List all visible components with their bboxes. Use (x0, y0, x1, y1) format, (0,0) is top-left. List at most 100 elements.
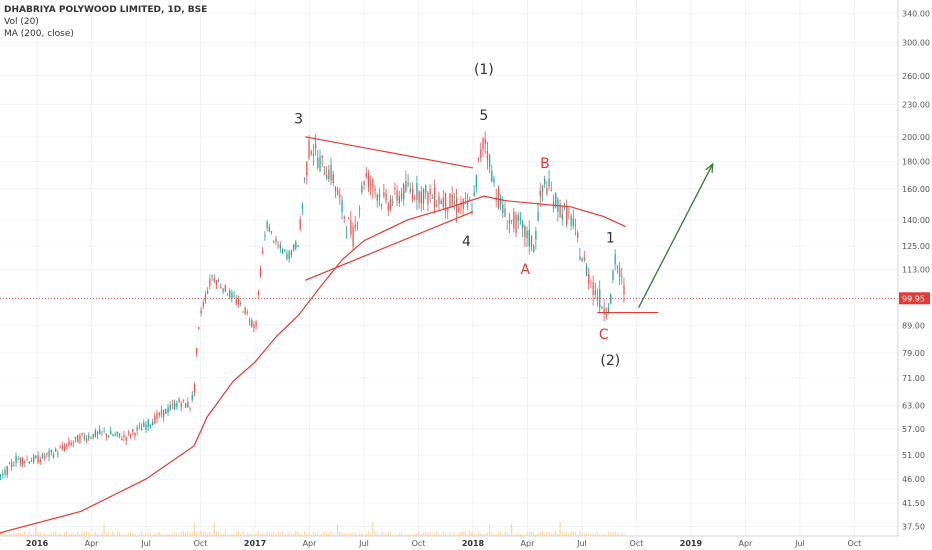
volume-bar (407, 534, 409, 536)
volume-bar (286, 534, 288, 536)
candle-body (81, 433, 83, 435)
volume-bar (314, 532, 317, 536)
candle-body (123, 434, 125, 438)
volume-bar (484, 533, 486, 536)
grid (0, 0, 898, 536)
volume-bar (546, 532, 548, 536)
volume-bar (601, 534, 603, 536)
volume-bar (209, 531, 211, 536)
candle-body (270, 231, 273, 232)
volume-bar (495, 534, 497, 536)
volume-bar (200, 531, 202, 536)
candle-body (453, 202, 456, 205)
volume-bar (191, 531, 193, 536)
volume-bar (350, 532, 352, 536)
y-tick-label: 41.50 (902, 499, 925, 508)
moving-average-line (0, 195, 626, 534)
chart-legend: DHABRIYA POLYWOOD LIMITED, 1D, BSE Vol (… (4, 4, 207, 40)
candle-body (162, 409, 165, 418)
candle-body (585, 265, 588, 276)
volume-bar (50, 533, 52, 536)
candle-body (361, 185, 363, 193)
candle-body (530, 236, 533, 247)
wave-label: 3 (294, 111, 303, 127)
candle-body (618, 268, 621, 277)
volume-bar (213, 523, 215, 536)
volume-bar (508, 534, 511, 536)
volume-bar (189, 533, 191, 536)
volume-bar (616, 534, 618, 536)
candle-body (240, 303, 242, 305)
volume-bar (462, 531, 464, 536)
candle-body (466, 200, 469, 205)
volume-bar (162, 534, 165, 536)
volume-bar (297, 531, 299, 536)
volume-bar (517, 532, 519, 536)
candle-body (63, 446, 66, 451)
volume-bar (8, 532, 11, 536)
wave-label: C (599, 327, 609, 343)
wave-label: 4 (462, 234, 471, 250)
candle-body (169, 404, 171, 410)
volume-bar (328, 533, 330, 536)
volume-bar (332, 534, 334, 536)
y-tick-label: 63.00 (902, 402, 925, 411)
volume-bar (530, 531, 533, 536)
candle-body (114, 434, 116, 436)
symbol-title[interactable]: DHABRIYA POLYWOOD LIMITED, 1D, BSE (4, 5, 208, 15)
candle-body (46, 452, 48, 454)
candle-body (11, 462, 13, 467)
candle-body (579, 256, 581, 260)
volume-bar (411, 534, 414, 536)
volume-bar (488, 524, 491, 536)
candle-body (621, 275, 623, 277)
candle-body (174, 403, 176, 410)
candle-body (370, 183, 372, 185)
candle-body (588, 273, 590, 284)
volume-bar (475, 534, 477, 536)
volume-bar (599, 534, 601, 536)
candle-body (149, 424, 152, 427)
volume-bar (451, 534, 453, 536)
volume-bar (372, 521, 374, 536)
candle-body (623, 284, 625, 295)
candle-body (127, 431, 130, 433)
volume-bar (568, 532, 570, 536)
candle-body (215, 280, 218, 286)
candle-body (396, 190, 398, 201)
volume-bar (515, 534, 517, 536)
candle-body (26, 459, 28, 460)
candle-body (96, 432, 99, 435)
candle-body (420, 191, 423, 204)
volume-bar (334, 534, 337, 536)
volume-indicator-label[interactable]: Vol (20) (4, 17, 39, 27)
candle-body (339, 194, 341, 198)
candle-body (83, 435, 86, 439)
candle-body (605, 312, 608, 315)
candle-body (112, 434, 114, 436)
volume-bar (85, 532, 88, 536)
volume-bar (22, 534, 24, 536)
volume-bar (524, 534, 526, 536)
volume-bar (385, 533, 387, 536)
volume-bar (129, 531, 132, 536)
candle-body (185, 403, 187, 408)
moving-average-indicator-label[interactable]: MA (200, close) (4, 29, 74, 39)
volume-bar (588, 534, 590, 536)
volume-bar (255, 533, 257, 536)
candle-body (59, 447, 61, 449)
volume-bar (30, 533, 33, 536)
volume-bar (592, 533, 594, 536)
volume-bar (88, 532, 90, 536)
candle-body (497, 188, 500, 208)
volume-bar (46, 534, 48, 536)
volume-bar (618, 534, 621, 536)
volume-bar (33, 532, 35, 536)
candle-body (491, 170, 493, 182)
volume-bar (511, 523, 513, 536)
volume-bar (535, 534, 537, 536)
volume-bar (433, 533, 436, 536)
volume-bar (19, 532, 22, 536)
volume-bar (92, 534, 94, 536)
